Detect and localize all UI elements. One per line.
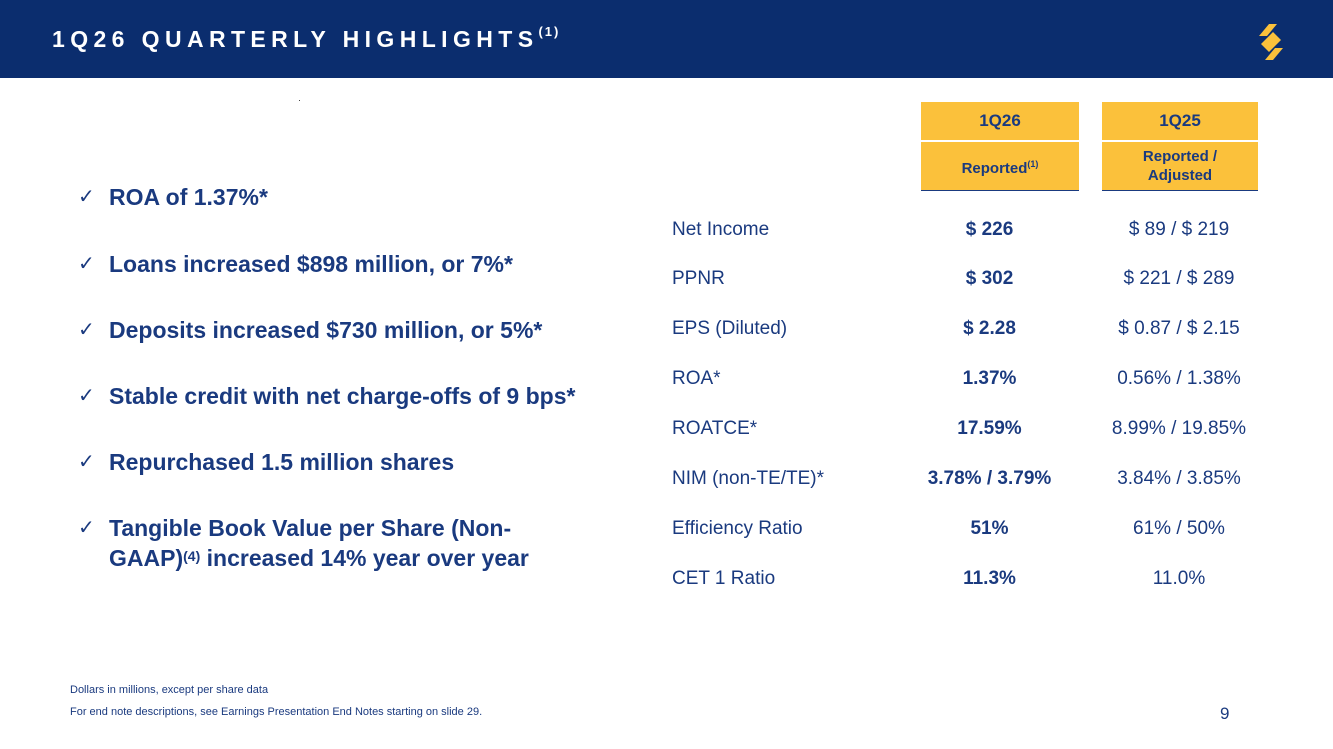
table-row: Net Income $ 226 $ 89 / $ 219 [672, 215, 1292, 245]
list-item: ✓ Deposits increased $730 million, or 5%… [78, 315, 579, 345]
list-item: ✓ Repurchased 1.5 million shares [78, 447, 579, 477]
checkmark-icon: ✓ [78, 253, 95, 275]
list-item: ✓ Stable credit with net charge-offs of … [78, 381, 629, 411]
column-header-1q26: 1Q26 Reported(1) [921, 102, 1079, 191]
checkmark-icon: ✓ [78, 186, 95, 208]
row-label: EPS (Diluted) [672, 318, 788, 339]
column-basis: Reported(1) [921, 140, 1079, 191]
value-1q26: $ 2.28 [963, 318, 1016, 339]
value-1q26: 11.3% [963, 568, 1016, 589]
footnote-end-notes: For end note descriptions, see Earnings … [70, 706, 483, 718]
stray-dot [299, 100, 300, 101]
table-row: NIM (non-TE/TE)* 3.78% / 3.79% 3.84% / 3… [672, 464, 1292, 494]
table-row: EPS (Diluted) $ 2.28 $ 0.87 / $ 2.15 [672, 314, 1292, 344]
footnote-marker: (1) [1027, 158, 1039, 169]
list-item: ✓ ROA of 1.37%* [78, 182, 579, 212]
table-row: CET 1 Ratio 11.3% 11.0% [672, 564, 1292, 594]
value-1q26: 51% [970, 518, 1009, 539]
checkmark-icon: ✓ [78, 319, 95, 341]
footnote-marker: (4) [183, 548, 201, 564]
table-row: ROATCE* 17.59% 8.99% / 19.85% [672, 414, 1292, 444]
row-label: NIM (non-TE/TE)* [672, 468, 825, 489]
page-title-text: 1Q26 QUARTERLY HIGHLIGHTS [52, 26, 539, 52]
row-label: PPNR [672, 268, 725, 289]
list-item: ✓ Tangible Book Value per Share (Non-GAA… [78, 513, 569, 573]
title-footnote-marker: (1) [538, 24, 561, 39]
row-label: ROATCE* [672, 418, 758, 439]
brand-s-logo-icon [1259, 24, 1283, 60]
value-1q25: $ 221 / $ 289 [1123, 268, 1235, 289]
list-item-text: Deposits increased $730 million, or 5%* [109, 317, 543, 343]
footnote-units: Dollars in millions, except per share da… [70, 684, 269, 696]
table-row: PPNR $ 302 $ 221 / $ 289 [672, 264, 1292, 294]
column-basis: Reported / Adjusted [1102, 140, 1258, 191]
value-1q25: 0.56% / 1.38% [1117, 368, 1241, 389]
column-header-1q25: 1Q25 Reported / Adjusted [1102, 102, 1258, 191]
list-item-text: Tangible Book Value per Share (Non-GAAP)… [109, 513, 569, 573]
column-basis-text: Reported [961, 159, 1028, 177]
checkmark-icon: ✓ [78, 385, 95, 407]
list-item-text: ROA of 1.37%* [109, 184, 268, 210]
list-item-text: Stable credit with net charge-offs of 9 … [109, 383, 576, 409]
value-1q25: $ 0.87 / $ 2.15 [1118, 318, 1240, 339]
value-1q26: $ 226 [965, 219, 1014, 240]
page-title: 1Q26 QUARTERLY HIGHLIGHTS(1) [52, 24, 561, 53]
column-period: 1Q25 [1159, 111, 1201, 130]
value-1q26: 17.59% [957, 418, 1022, 439]
row-label: ROA* [672, 368, 721, 389]
value-1q25: 8.99% / 19.85% [1111, 418, 1247, 439]
column-period: 1Q26 [979, 111, 1021, 130]
checkmark-icon: ✓ [78, 517, 95, 539]
row-label: Net Income [672, 219, 770, 240]
value-1q25: 3.84% / 3.85% [1117, 468, 1241, 489]
row-label: CET 1 Ratio [672, 568, 776, 589]
title-bar: 1Q26 QUARTERLY HIGHLIGHTS(1) [0, 0, 1333, 78]
checkmark-icon: ✓ [78, 451, 95, 473]
page-number: 9 [1220, 704, 1230, 723]
value-1q26: $ 302 [965, 268, 1014, 289]
value-1q26: 1.37% [962, 368, 1017, 389]
list-item-text: Repurchased 1.5 million shares [109, 449, 455, 475]
list-item: ✓ Loans increased $898 million, or 7%* [78, 249, 579, 279]
list-item-text-part: increased 14% year over year [200, 545, 529, 571]
list-item-text: Loans increased $898 million, or 7%* [109, 251, 513, 277]
table-row: Efficiency Ratio 51% 61% / 50% [672, 514, 1292, 544]
value-1q26: 3.78% / 3.79% [927, 468, 1052, 489]
value-1q25: $ 89 / $ 219 [1128, 219, 1230, 240]
column-basis-text: Reported / Adjusted [1142, 148, 1218, 184]
row-label: Efficiency Ratio [672, 518, 803, 539]
value-1q25: 11.0% [1152, 568, 1206, 589]
table-row: ROA* 1.37% 0.56% / 1.38% [672, 364, 1292, 394]
list-item-text-part: Tangible Book Value per Share (Non-GAAP) [109, 515, 512, 571]
value-1q25: 61% / 50% [1133, 518, 1225, 539]
